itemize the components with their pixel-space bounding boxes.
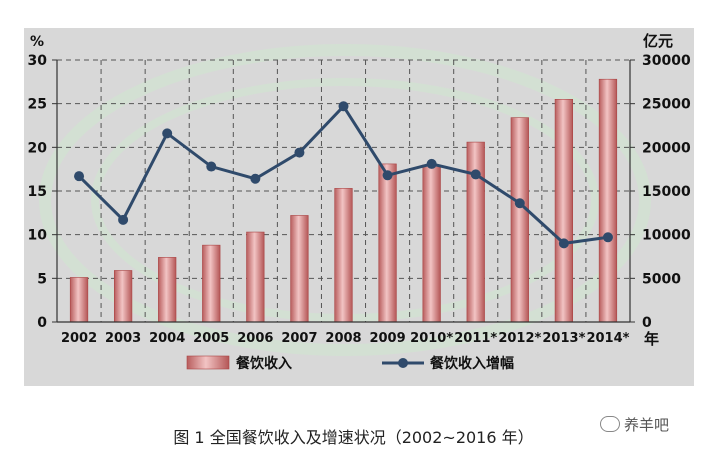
point-2008 (338, 101, 349, 112)
point-2007 (294, 147, 305, 158)
bar-2012* (510, 117, 529, 323)
x-tick-label: 2005 (193, 331, 229, 346)
point-2010* (426, 158, 437, 169)
bar-2011* (466, 141, 485, 323)
left-tick-label: 0 (37, 315, 47, 331)
bar-2004 (158, 257, 177, 323)
legend-line-marker (398, 358, 408, 368)
figure-caption: 图 1 全国餐饮收入及增速状况（2002~2016 年） (173, 428, 534, 447)
bar-2010* (422, 164, 441, 323)
bar-2008 (334, 188, 353, 323)
left-tick-label: 25 (28, 97, 47, 113)
x-tick-label: 2003 (105, 331, 141, 346)
x-tick-label: 2008 (325, 331, 361, 346)
bar-2013* (554, 99, 573, 323)
left-tick-label: 15 (28, 184, 47, 200)
x-tick-label: 2009 (369, 331, 405, 346)
bar-2009 (378, 163, 397, 323)
line-series (74, 101, 613, 249)
point-2005 (206, 161, 217, 172)
x-tick-label: 2007 (281, 331, 317, 346)
point-2002 (74, 171, 85, 182)
point-2013* (558, 238, 569, 249)
point-2012* (514, 198, 525, 209)
legend-bar-swatch (186, 355, 230, 370)
legend-line-label: 餐饮收入增幅 (429, 355, 514, 372)
left-tick-label: 10 (28, 228, 48, 244)
right-axis-unit: 亿元 (643, 32, 673, 50)
left-tick-label: 20 (28, 140, 48, 156)
x-tick-label: 2014* (586, 331, 629, 346)
x-tick-label: 2004 (149, 331, 185, 346)
left-axis-unit: % (30, 34, 44, 50)
x-axis-unit: 年 (644, 330, 659, 348)
bar-2006 (246, 231, 265, 323)
watermark: 养羊吧 (600, 414, 669, 435)
bar-2003 (114, 270, 133, 323)
point-2009 (382, 170, 393, 181)
right-tick-label: 30000 (642, 53, 691, 69)
right-tick-label: 10000 (642, 228, 691, 244)
watermark-text: 养羊吧 (624, 416, 670, 434)
bar-2005 (202, 244, 221, 323)
bar-2007 (290, 215, 309, 323)
x-tick-label: 2011* (454, 331, 497, 346)
x-tick-label: 2013* (542, 331, 585, 346)
axes: 0 5 10 15 20 25 30 0 5000 10000 15000 20000 25000 300… (28, 32, 691, 348)
right-tick-label: 5000 (642, 271, 681, 287)
right-tick-label: 25000 (642, 97, 691, 113)
bar-series (69, 78, 618, 323)
bar-2002 (69, 277, 89, 323)
left-tick-label: 30 (28, 53, 48, 69)
right-tick-label: 15000 (642, 184, 691, 200)
wechat-icon (600, 416, 620, 432)
legend: 餐饮收入 餐饮收入增幅 (186, 355, 514, 372)
bar-2014* (598, 78, 618, 323)
point-2003 (118, 214, 129, 225)
left-tick-label: 5 (37, 271, 47, 287)
right-tick-label: 20000 (642, 140, 691, 156)
point-2006 (250, 173, 261, 184)
x-tick-label: 2010* (410, 331, 453, 346)
point-2014* (602, 232, 613, 243)
grid-lines (56, 59, 631, 323)
point-2011* (470, 169, 481, 180)
x-tick-label: 2006 (237, 331, 273, 346)
legend-bar-label: 餐饮收入 (235, 355, 292, 372)
right-tick-label: 0 (642, 315, 652, 331)
point-2004 (162, 128, 173, 139)
x-tick-label: 2012* (498, 331, 541, 346)
x-tick-label: 2002 (61, 331, 97, 346)
